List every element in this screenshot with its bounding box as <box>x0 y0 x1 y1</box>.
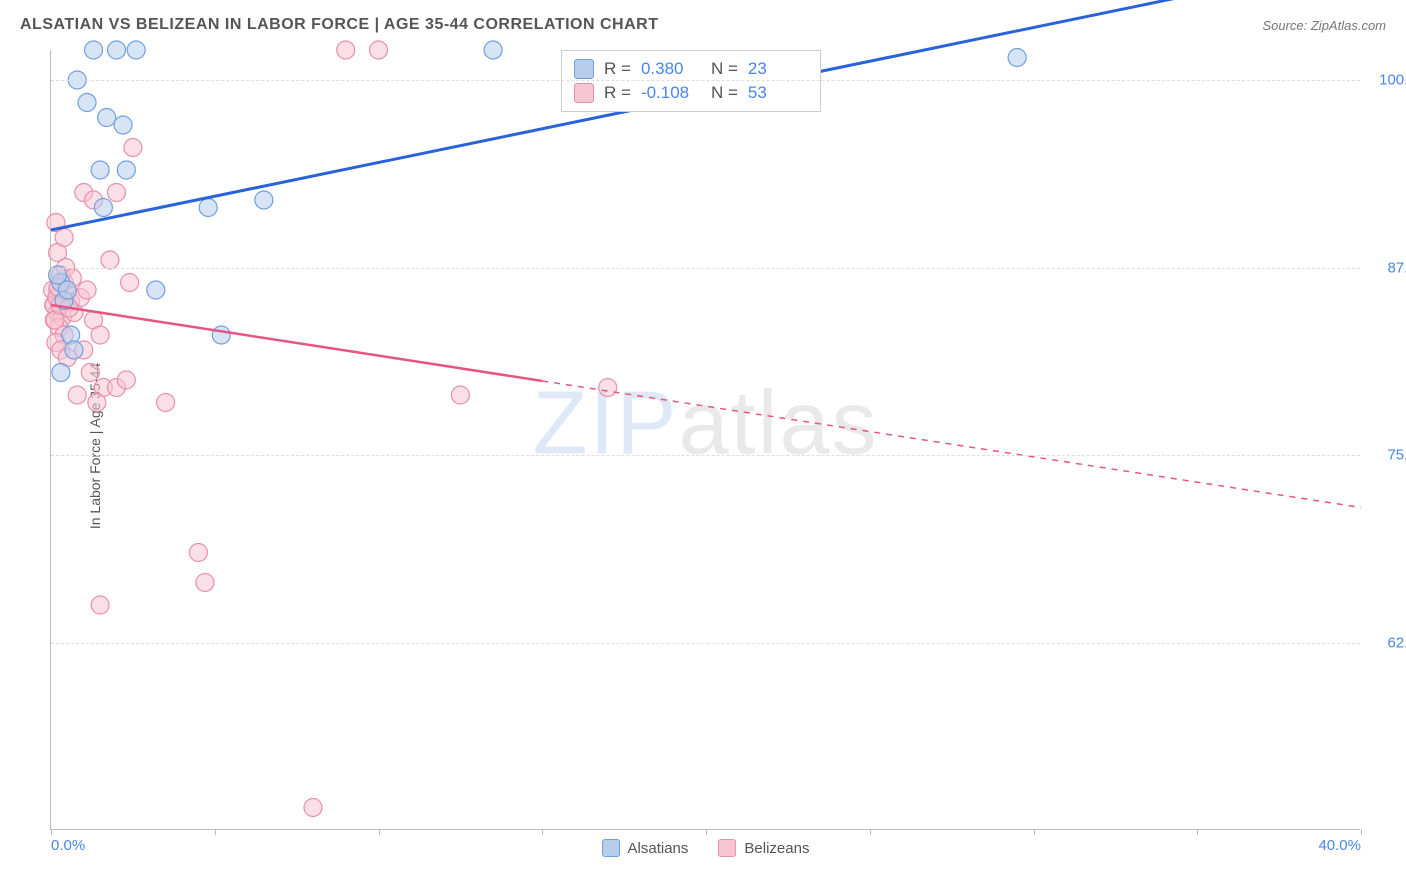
x-tick-label-min: 0.0% <box>51 837 85 854</box>
legend-swatch <box>574 59 594 79</box>
scatter-point <box>451 386 469 404</box>
plot-svg <box>51 50 1360 829</box>
scatter-point <box>196 574 214 592</box>
y-tick-label: 62.5% <box>1387 634 1406 651</box>
scatter-point <box>52 364 70 382</box>
scatter-point <box>1008 49 1026 67</box>
header: ALSATIAN VS BELIZEAN IN LABOR FORCE | AG… <box>20 10 1386 40</box>
legend-label: Alsatians <box>628 840 689 857</box>
scatter-point <box>117 161 135 179</box>
r-label: R = <box>604 83 631 103</box>
y-tick-label: 100.0% <box>1379 72 1406 89</box>
x-tick <box>1197 829 1198 835</box>
chart-title: ALSATIAN VS BELIZEAN IN LABOR FORCE | AG… <box>20 16 658 34</box>
y-tick-label: 75.0% <box>1387 447 1406 464</box>
r-value: 0.380 <box>641 59 701 79</box>
scatter-point <box>78 281 96 299</box>
correlation-row: R = -0.108 N = 53 <box>574 81 808 105</box>
scatter-point <box>304 799 322 817</box>
n-value: 23 <box>748 59 808 79</box>
scatter-point <box>189 544 207 562</box>
x-tick <box>1361 829 1362 835</box>
legend-label: Belizeans <box>744 840 809 857</box>
scatter-point <box>101 251 119 269</box>
grid-line <box>51 268 1360 269</box>
legend-swatch <box>602 839 620 857</box>
legend-item: Alsatians <box>602 839 689 857</box>
regression-line <box>51 305 542 381</box>
scatter-point <box>255 191 273 209</box>
source-attribution: Source: ZipAtlas.com <box>1262 18 1386 33</box>
scatter-point <box>91 161 109 179</box>
n-label: N = <box>711 59 738 79</box>
scatter-point <box>127 41 145 59</box>
chart-container: ALSATIAN VS BELIZEAN IN LABOR FORCE | AG… <box>0 0 1406 892</box>
n-label: N = <box>711 83 738 103</box>
scatter-point <box>212 326 230 344</box>
legend-swatch <box>574 83 594 103</box>
scatter-point <box>91 326 109 344</box>
r-value: -0.108 <box>641 83 701 103</box>
scatter-point <box>337 41 355 59</box>
scatter-point <box>117 371 135 389</box>
scatter-point <box>124 139 142 157</box>
grid-line <box>51 643 1360 644</box>
scatter-point <box>157 394 175 412</box>
scatter-point <box>68 386 86 404</box>
x-tick-label-max: 40.0% <box>1318 837 1361 854</box>
scatter-point <box>81 364 99 382</box>
scatter-point <box>78 94 96 112</box>
scatter-point <box>599 379 617 397</box>
scatter-point <box>65 341 83 359</box>
grid-line <box>51 455 1360 456</box>
x-tick <box>706 829 707 835</box>
x-tick <box>870 829 871 835</box>
n-value: 53 <box>748 83 808 103</box>
scatter-point <box>370 41 388 59</box>
scatter-point <box>108 184 126 202</box>
scatter-point <box>484 41 502 59</box>
scatter-point <box>94 199 112 217</box>
scatter-point <box>85 41 103 59</box>
r-label: R = <box>604 59 631 79</box>
legend-bottom: Alsatians Belizeans <box>602 839 810 857</box>
scatter-point <box>199 199 217 217</box>
correlation-row: R = 0.380 N = 23 <box>574 57 808 81</box>
grid-line <box>51 80 1360 81</box>
legend-item: Belizeans <box>718 839 809 857</box>
x-tick <box>51 829 52 835</box>
scatter-point <box>88 394 106 412</box>
scatter-point <box>49 266 67 284</box>
x-tick <box>1034 829 1035 835</box>
scatter-point <box>114 116 132 134</box>
scatter-point <box>108 41 126 59</box>
y-tick-label: 87.5% <box>1387 259 1406 276</box>
x-tick <box>215 829 216 835</box>
scatter-point <box>121 274 139 292</box>
x-tick <box>542 829 543 835</box>
legend-swatch <box>718 839 736 857</box>
x-tick <box>379 829 380 835</box>
scatter-point <box>98 109 116 127</box>
correlation-box: R = 0.380 N = 23 R = -0.108 N = 53 <box>561 50 821 112</box>
plot-area: ZIPatlas R =0.380N =23R =-0.108N =53 Als… <box>50 50 1360 830</box>
scatter-point <box>91 596 109 614</box>
regression-line-extrapolated <box>542 381 1361 508</box>
scatter-point <box>147 281 165 299</box>
